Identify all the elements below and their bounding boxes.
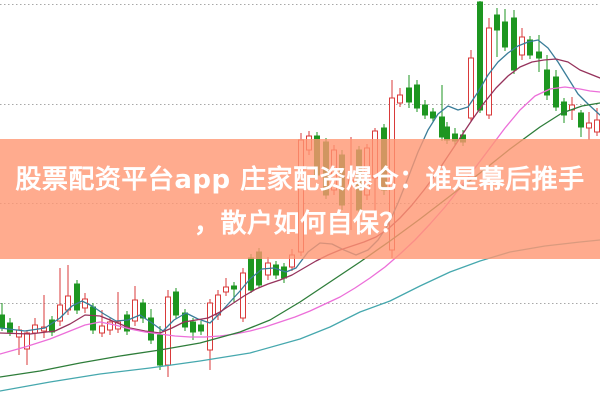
ma-magenta <box>0 86 600 355</box>
headline-banner: 股票配资平台app 庄家配资爆仓：谁是幕后推手 ，散户如何自保？ <box>0 139 600 259</box>
headline-line-2: ，散户如何自保？ <box>193 209 406 239</box>
headline-line-1: 股票配资平台app 庄家配资爆仓：谁是幕后推手 <box>15 165 585 195</box>
ma-slow-green <box>0 102 600 378</box>
